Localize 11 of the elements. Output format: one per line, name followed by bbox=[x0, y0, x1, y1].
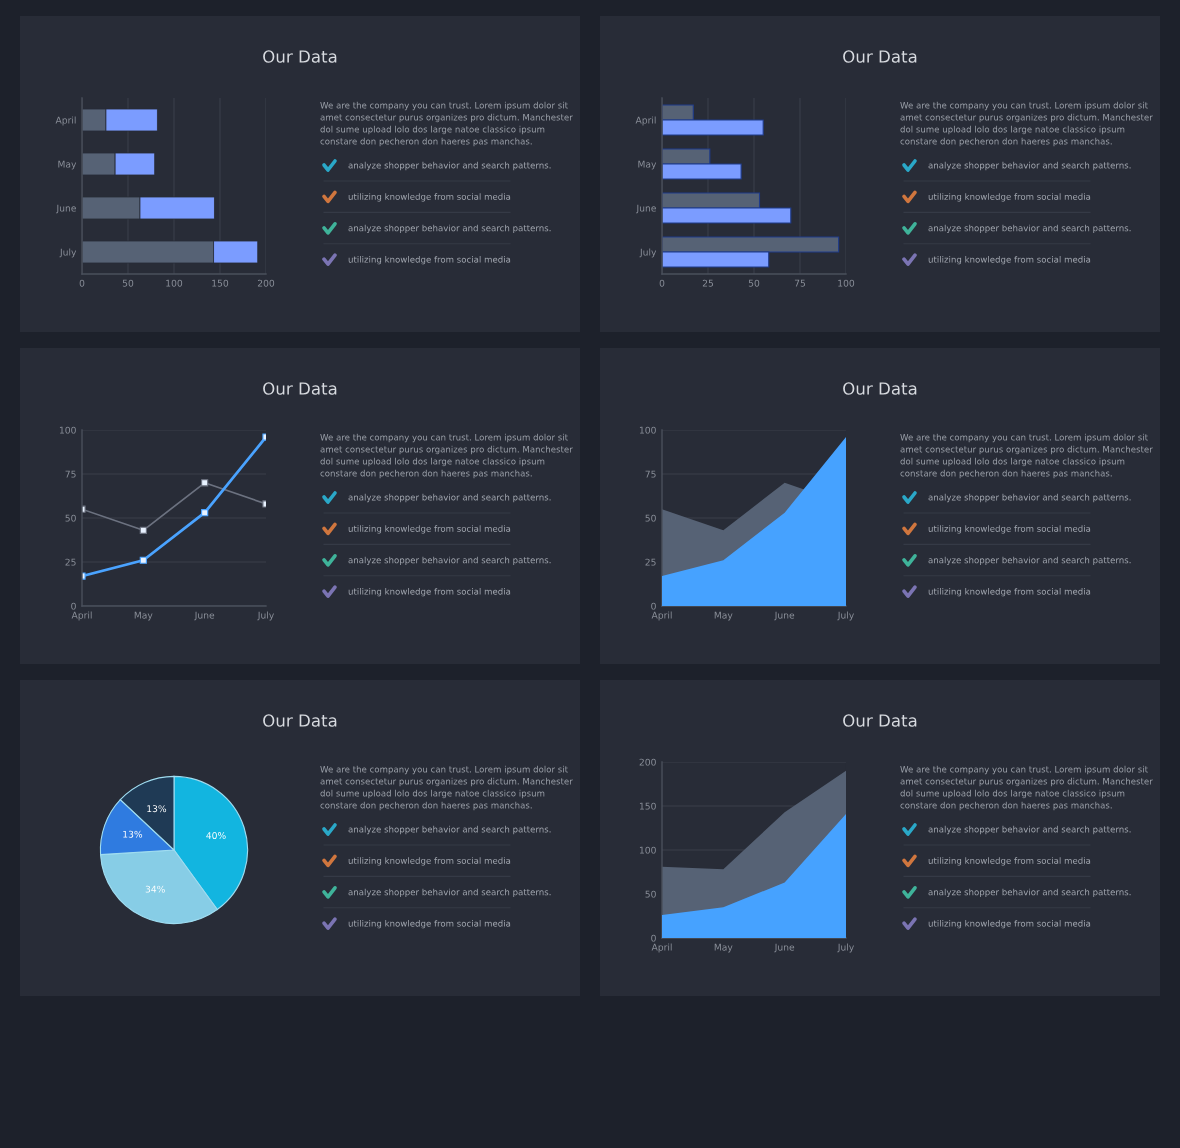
text: Our Data bbox=[263, 382, 337, 395]
text: Our Data bbox=[843, 714, 917, 727]
text: Our Data bbox=[843, 382, 917, 395]
line-series bbox=[82, 479, 266, 534]
point bbox=[201, 509, 209, 517]
text: Our Data bbox=[263, 714, 337, 727]
point bbox=[201, 479, 209, 487]
point bbox=[139, 556, 147, 564]
point bbox=[139, 526, 147, 534]
text: Our Data bbox=[843, 50, 917, 63]
text: Our Data bbox=[263, 50, 337, 63]
